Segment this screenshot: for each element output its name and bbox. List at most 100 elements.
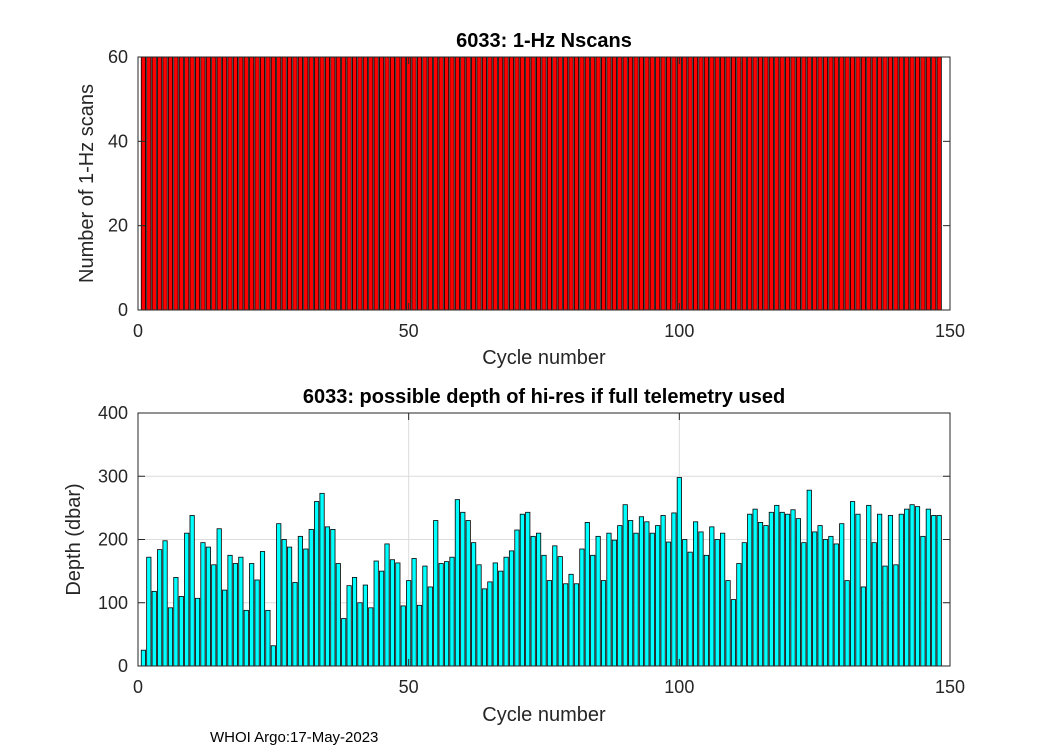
nscans-bar <box>227 56 233 311</box>
depth-bar <box>871 542 877 667</box>
nscans-bar <box>790 56 796 311</box>
nscans-bar <box>822 56 829 311</box>
nscans-bar <box>249 56 255 311</box>
depth-bar <box>714 539 720 667</box>
depth-xtick-label: 50 <box>399 677 419 697</box>
depth-bar <box>406 580 412 667</box>
nscans-bar <box>238 56 244 311</box>
nscans-bar <box>454 56 460 311</box>
nscans-bar <box>276 56 282 311</box>
nscans-bar <box>292 56 298 311</box>
nscans-bar <box>714 56 720 311</box>
depth-bar <box>790 509 796 667</box>
nscans-bar <box>232 56 239 311</box>
depth-bar <box>514 529 520 667</box>
depth-bar <box>779 511 785 667</box>
depth-bar <box>205 546 211 667</box>
nscans-bar <box>590 56 596 311</box>
depth-bar <box>866 504 872 667</box>
nscans-bar <box>508 56 515 311</box>
depth-bar <box>709 526 715 667</box>
depth-bar <box>909 504 915 667</box>
nscans-bar <box>611 56 617 311</box>
nscans-bar <box>914 56 921 311</box>
depth-bar <box>844 580 850 667</box>
depth-bar <box>893 564 899 667</box>
nscans-bar <box>584 56 590 311</box>
depth-bar <box>292 582 298 667</box>
depth-bar <box>454 499 460 667</box>
nscans-bar <box>173 56 179 311</box>
depth-bar <box>795 518 801 667</box>
nscans-bar <box>140 56 146 311</box>
nscans-xtick-label: 100 <box>664 321 694 341</box>
depth-bar <box>303 548 309 667</box>
nscans-bar <box>828 56 834 311</box>
nscans-bar <box>498 56 504 311</box>
depth-bar <box>768 511 774 667</box>
nscans-bar <box>887 56 894 311</box>
nscans-bar <box>557 56 563 311</box>
nscans-bar <box>205 56 211 311</box>
nscans-bar <box>768 56 774 311</box>
depth-bar <box>914 506 921 667</box>
nscans-ytick-label: 40 <box>108 131 128 151</box>
nscans-bar <box>638 56 645 311</box>
nscans-bar <box>471 56 477 311</box>
nscans-xlabel: Cycle number <box>482 347 606 369</box>
nscans-bar <box>151 56 157 311</box>
depth-bar <box>184 532 190 667</box>
depth-bar <box>812 531 818 667</box>
depth-bar <box>324 526 331 667</box>
depth-bar <box>655 525 661 667</box>
nscans-bar <box>146 56 152 311</box>
nscans-bar <box>270 56 276 311</box>
depth-bar <box>833 543 839 667</box>
nscans-bar <box>682 56 688 311</box>
nscans-bar <box>281 56 287 311</box>
depth-bar <box>763 525 769 667</box>
depth-bar <box>243 609 249 667</box>
nscans-bar <box>411 56 417 311</box>
depth-bar <box>752 508 758 667</box>
depth-bar <box>568 573 574 667</box>
depth-xtick-label: 0 <box>133 677 143 697</box>
depth-bar <box>254 579 260 667</box>
depth-bar <box>492 562 498 667</box>
depth-bar <box>460 511 466 667</box>
nscans-bar <box>655 56 661 311</box>
depth-bar <box>508 550 515 667</box>
nscans-bar <box>649 56 655 311</box>
nscans-xtick-label: 0 <box>133 321 143 341</box>
nscans-bar <box>443 56 450 311</box>
nscans-bar <box>287 56 293 311</box>
depth-bar <box>330 528 336 667</box>
depth-bar <box>471 542 477 667</box>
depth-bar <box>925 508 931 667</box>
depth-bar <box>308 528 314 667</box>
nscans-bar <box>319 56 325 311</box>
nscans-bar <box>433 56 439 311</box>
nscans-bar <box>920 56 926 311</box>
nscans-bar <box>741 56 747 311</box>
depth-ytick-label: 200 <box>98 530 128 550</box>
depth-bar <box>628 520 634 667</box>
depth-ylabel: Depth (dbar) <box>63 483 85 595</box>
depth-bar <box>416 604 423 667</box>
depth-ytick-label: 400 <box>98 403 128 423</box>
depth-bar <box>216 528 222 667</box>
nscans-bar <box>519 56 525 311</box>
depth-bar <box>222 589 228 667</box>
depth-bar <box>227 554 233 667</box>
depth-ytick-label: 0 <box>118 656 128 676</box>
nscans-bar <box>303 56 309 311</box>
nscans-ytick-label: 0 <box>118 300 128 320</box>
depth-bar <box>595 535 601 667</box>
depth-bar <box>904 508 910 667</box>
depth-xtick-label: 100 <box>664 677 694 697</box>
nscans-bar <box>871 56 877 311</box>
depth-bar <box>276 523 282 667</box>
nscans-bar <box>622 56 628 311</box>
depth-bar <box>579 548 585 667</box>
nscans-bar <box>779 56 785 311</box>
